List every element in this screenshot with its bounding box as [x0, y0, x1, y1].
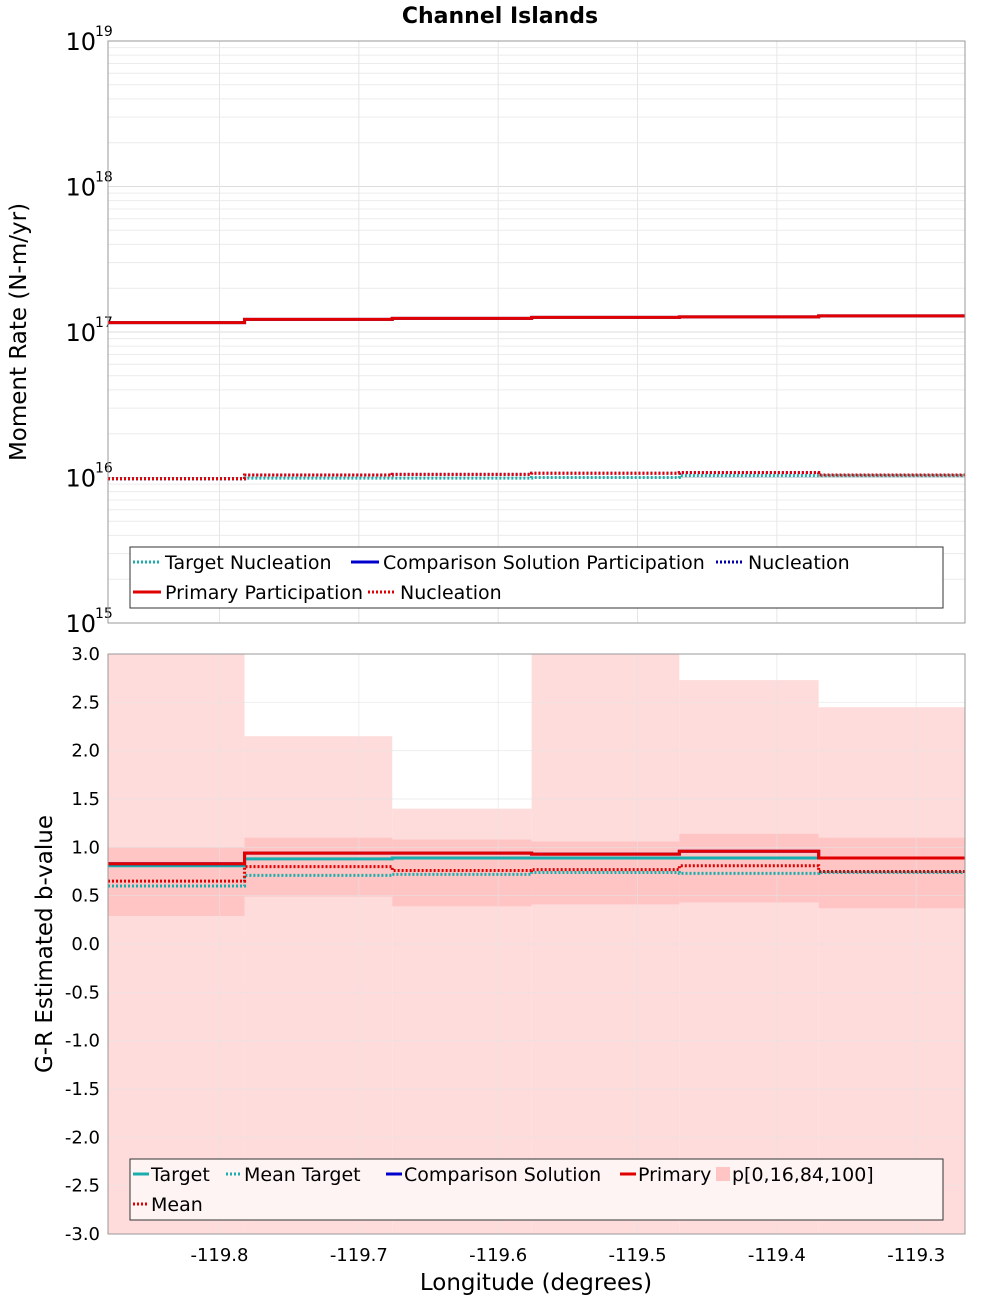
outer-percentile-band: [679, 680, 819, 1234]
legend-label: Nucleation: [400, 582, 502, 604]
bottom-y-tick-label: 1.5: [71, 789, 100, 810]
top-legend-item: Comparison Solution Participation: [351, 552, 705, 574]
outer-percentile-band: [244, 736, 393, 1234]
top-y-axis-label: Moment Rate (N-m/yr): [6, 203, 32, 461]
bottom-legend-item: Target: [133, 1164, 210, 1186]
legend-label: Comparison Solution: [404, 1164, 601, 1186]
top-y-tick-label: 10 18: [65, 170, 112, 202]
legend-label: Mean: [151, 1194, 203, 1216]
top-y-tick-label: 10 17: [65, 315, 112, 347]
top-legend: Target Nucleation Comparison Solution Par…: [129, 546, 944, 609]
legend-label: Nucleation: [748, 552, 850, 574]
bottom-y-tick-label: -2.0: [65, 1127, 100, 1148]
legend-label: Comparison Solution Participation: [383, 552, 705, 574]
x-tick-label: -119.4: [748, 1245, 806, 1266]
top-legend-item: Nucleation: [368, 582, 502, 604]
bottom-legend-box: [129, 1158, 944, 1221]
tick-exponent: 18: [95, 170, 113, 186]
bottom-y-tick-label: -0.5: [65, 982, 100, 1003]
top-series-nucleation-line: [108, 471, 965, 481]
top-legend-item: Target Nucleation: [133, 552, 332, 574]
bottom-y-tick-label: 1.0: [71, 837, 100, 858]
tick-base: 10: [65, 319, 96, 347]
top-legend-item: Nucleation: [716, 552, 850, 574]
x-tick-label: -119.3: [887, 1245, 945, 1266]
bottom-y-tick-label: -2.5: [65, 1176, 100, 1197]
bottom-y-tick-label: 0.5: [71, 886, 100, 907]
tick-base: 10: [65, 610, 96, 638]
inner-percentile-band: [679, 833, 819, 903]
legend-label: Target Nucleation: [164, 552, 332, 574]
top-y-tick-label: 10 15: [65, 606, 112, 638]
bottom-series-mean-line: [108, 864, 965, 883]
top-legend-box: [129, 546, 944, 609]
x-tick-label: -119.5: [609, 1245, 667, 1266]
legend-label: Primary: [638, 1164, 711, 1186]
bottom-legend: Target Mean Target Comparison Solution Prim…: [129, 1158, 944, 1221]
legend-label: Mean Target: [244, 1164, 361, 1186]
bottom-y-tick-label: 0.0: [71, 934, 100, 955]
inner-percentile-band: [531, 841, 680, 905]
x-tick-label: -119.7: [330, 1245, 388, 1266]
tick-base: 10: [65, 28, 96, 56]
top-plot-frame: [107, 40, 966, 624]
bottom-y-tick-label: 3.0: [71, 644, 100, 665]
bottom-legend-item: Mean: [133, 1194, 203, 1216]
bottom-y-tick-label: -1.0: [65, 1031, 100, 1052]
bottom-legend-item: Mean Target: [226, 1164, 361, 1186]
legend-label: Target: [150, 1164, 210, 1186]
x-tick-label: -119.8: [190, 1245, 248, 1266]
bottom-legend-item: Primary: [620, 1164, 711, 1186]
tick-exponent: 19: [95, 24, 113, 40]
bottom-y-tick-label: -1.5: [65, 1079, 100, 1100]
top-y-tick-label: 10 16: [65, 461, 112, 493]
bottom-plot-frame: [107, 653, 966, 1235]
x-axis-label: Longitude (degrees): [420, 1270, 652, 1296]
bottom-legend-item: Comparison Solution: [386, 1164, 601, 1186]
bottom-gridlines: [108, 653, 965, 1235]
bottom-y-tick-label: 2.5: [71, 692, 100, 713]
legend-label: Primary Participation: [165, 582, 363, 604]
legend-label: p[0,16,84,100]: [732, 1164, 874, 1186]
bottom-series-primary-line: [108, 849, 965, 866]
b-value-panel: 3.0 2.5 2.0 1.5 1.0 0.5 0.0 -0.5 -1.0 -1.5 -2.0 -2.…: [65, 644, 966, 1266]
top-y-tick-label: 10 19: [65, 24, 112, 56]
outer-percentile-band: [818, 707, 965, 1234]
x-tick-label: -119.6: [469, 1245, 527, 1266]
tick-base: 10: [65, 174, 96, 202]
bottom-y-tick-label: -3.0: [65, 1224, 100, 1245]
chart-title: Channel Islands: [402, 4, 598, 29]
bottom-y-axis-label: G-R Estimated b-value: [32, 815, 58, 1073]
top-legend-item: Primary Participation: [133, 582, 363, 604]
tick-base: 10: [65, 465, 96, 493]
bottom-legend-item: p[0,16,84,100]: [716, 1164, 874, 1186]
tick-exponent: 16: [95, 461, 113, 477]
top-series-primary-participation-line: [108, 314, 965, 325]
bottom-y-tick-label: 2.0: [71, 741, 100, 762]
tick-exponent: 15: [95, 606, 113, 622]
legend-swatch: [716, 1167, 730, 1181]
